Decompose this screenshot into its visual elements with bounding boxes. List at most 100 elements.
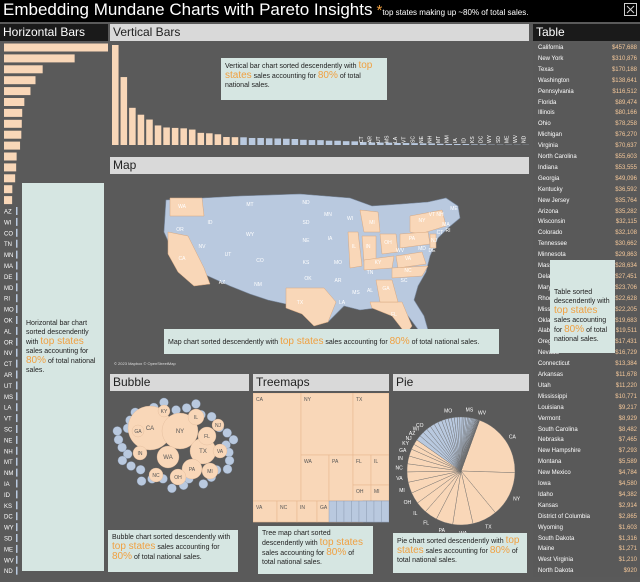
treemap-cell-other	[337, 501, 345, 522]
table-cell-sales: $8,482	[619, 427, 637, 433]
hbar-PA	[4, 87, 30, 95]
table-cell-sales: $2,914	[619, 503, 637, 509]
hbar-FL	[4, 98, 24, 106]
table-row[interactable]: Maine$1,271	[533, 544, 640, 555]
close-icon[interactable]	[624, 3, 637, 16]
table-cell-sales: $1,603	[619, 525, 637, 531]
table-row[interactable]: California$457,688	[533, 43, 640, 54]
map-label-MI: MI	[369, 220, 375, 226]
table-row[interactable]: Arkansas$11,678	[533, 370, 640, 381]
bubble-label-NC: NC	[152, 473, 160, 479]
table-row[interactable]: Illinois$80,166	[533, 108, 640, 119]
vbar-label-KS: KS	[470, 136, 476, 143]
table-cell-sales: $9,217	[619, 405, 637, 411]
pie-label-MO: MO	[444, 408, 452, 414]
hbar-label-MT: MT	[4, 460, 13, 466]
vbar-PA	[146, 120, 153, 145]
bubble-other	[225, 456, 234, 465]
hbar-MT	[16, 458, 18, 466]
table-cell-sales: $17,431	[615, 339, 637, 345]
hbar-CT	[16, 360, 18, 368]
table-row[interactable]: Vermont$8,929	[533, 414, 640, 425]
hbar-WV	[16, 556, 18, 564]
hbar-NM	[16, 469, 18, 477]
table-cell-sales: $70,637	[615, 143, 637, 149]
bubble-other	[136, 465, 145, 474]
table-cell-state: Idaho	[538, 492, 553, 498]
table-row[interactable]: Idaho$4,382	[533, 490, 640, 501]
vbar-NV	[351, 141, 358, 145]
table-cell-state: Montana	[538, 459, 561, 465]
bubble-other	[229, 435, 238, 444]
hbar-label-MO: MO	[4, 308, 14, 314]
table-row[interactable]: New York$310,876	[533, 54, 640, 65]
table-row[interactable]: District of Columbia$2,865	[533, 512, 640, 523]
table-row[interactable]: Connecticut$13,384	[533, 359, 640, 370]
pie-label-WV: WV	[478, 411, 487, 417]
vbar-label-CT: CT	[359, 136, 365, 143]
note-highlight: 80%	[318, 70, 338, 81]
note-highlight: 80%	[326, 547, 346, 558]
table-row[interactable]: Pennsylvania$116,512	[533, 87, 640, 98]
table-row[interactable]: Iowa$4,580	[533, 479, 640, 490]
table-row[interactable]: Arizona$35,282	[533, 207, 640, 218]
table-row[interactable]: South Dakota$1,316	[533, 534, 640, 545]
table-cell-state: South Carolina	[538, 427, 578, 433]
table-row[interactable]: Texas$170,188	[533, 65, 640, 76]
table-row[interactable]: Indiana$53,555	[533, 163, 640, 174]
vbar-OH	[172, 128, 179, 145]
table-row[interactable]: North Carolina$55,603	[533, 152, 640, 163]
table-row[interactable]: New Jersey$35,764	[533, 196, 640, 207]
table-row[interactable]: Virginia$70,637	[533, 141, 640, 152]
table-cell-sales: $11,678	[616, 372, 637, 378]
table-row[interactable]: Florida$89,474	[533, 98, 640, 109]
note-highlight: 80%	[490, 545, 510, 556]
hbar-CA	[4, 44, 108, 52]
table-row[interactable]: Ohio$78,258	[533, 119, 640, 130]
table-row[interactable]: Colorado$32,108	[533, 228, 640, 239]
table-row[interactable]: New Hampshire$7,293	[533, 446, 640, 457]
table-cell-state: Georgia	[538, 176, 559, 182]
table-row[interactable]: New Mexico$4,784	[533, 468, 640, 479]
table-row[interactable]: Wyoming$1,603	[533, 523, 640, 534]
table-row[interactable]: Wisconsin$32,115	[533, 217, 640, 228]
table-row[interactable]: Mississippi$10,771	[533, 392, 640, 403]
table-row[interactable]: South Carolina $8,482	[533, 425, 640, 436]
table-row[interactable]: Washington$138,641	[533, 76, 640, 87]
treemap-cell-other	[382, 501, 390, 522]
table-cell-sales: $310,876	[612, 56, 637, 62]
map-label-DE: DE	[429, 248, 437, 254]
table-row[interactable]: Kentucky$36,592	[533, 185, 640, 196]
table-row[interactable]: North Dakota$920	[533, 566, 640, 577]
table-row[interactable]: Nebraska$7,465	[533, 435, 640, 446]
table-row[interactable]: Montana$5,589	[533, 457, 640, 468]
vbar-MN	[274, 138, 281, 145]
table-row[interactable]: Michigan$76,270	[533, 130, 640, 141]
vbar-NY	[121, 77, 128, 145]
map-label-NY: NY	[419, 218, 427, 224]
hbar-OK	[16, 316, 18, 324]
table-header: Table	[533, 24, 640, 41]
table-row[interactable]: Louisiana$9,217	[533, 403, 640, 414]
table-cell-state: Mississippi	[538, 394, 567, 400]
bubble-header: Bubble	[110, 374, 249, 391]
bubble-note: Bubble chart sorted descendently with to…	[108, 530, 238, 572]
vbar-TN	[266, 138, 273, 145]
table-cell-state: Pennsylvania	[538, 89, 574, 95]
treemap-label-IL: IL	[374, 459, 378, 465]
pie-label-CA: CA	[509, 434, 517, 440]
table-row[interactable]: Utah$11,220	[533, 381, 640, 392]
table-cell-state: Ohio	[538, 121, 551, 127]
note-text: sales accounting for	[157, 544, 219, 551]
table-row[interactable]: Georgia$49,096	[533, 174, 640, 185]
table-cell-state: South Dakota	[538, 536, 574, 542]
note-text: Table sorted descendently with	[554, 289, 610, 305]
table-cell-sales: $920	[624, 568, 637, 574]
hbar-label-OR: OR	[4, 340, 14, 346]
table-row[interactable]: West Virginia$1,210	[533, 555, 640, 566]
table-row[interactable]: Kansas$2,914	[533, 501, 640, 512]
vbar-label-WY: WY	[487, 134, 493, 143]
map-label-CT: CT	[437, 230, 444, 236]
map-label-NH: NH	[436, 212, 444, 218]
table-row[interactable]: Tennessee$30,662	[533, 239, 640, 250]
